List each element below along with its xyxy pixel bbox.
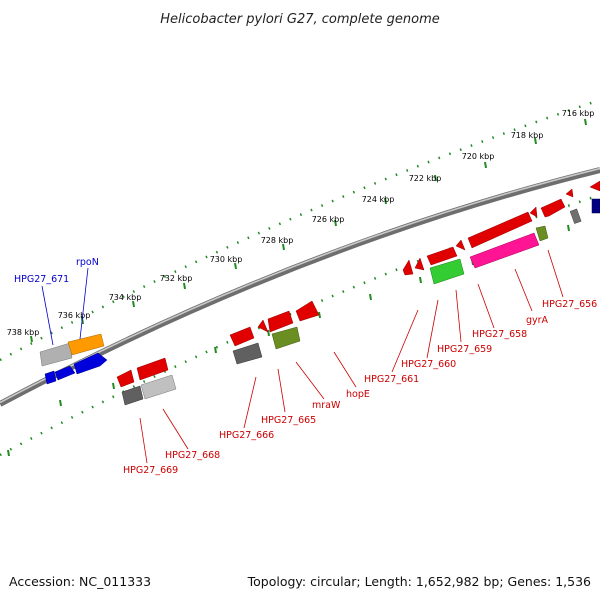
gene-arrow xyxy=(257,319,269,333)
gene-arrow xyxy=(229,326,255,347)
gene-labels-lower: HPG27_656 gyrA HPG27_658 HPG27_659 HPG27… xyxy=(123,299,597,476)
tick-label: 722 kbp xyxy=(409,174,442,183)
tick-label: 738 kbp xyxy=(7,328,40,337)
gene-arrow xyxy=(54,365,76,381)
gene-label: mraW xyxy=(312,400,341,411)
gene-labels-upper: HPG27_671 rpoN xyxy=(14,257,99,285)
gene-box xyxy=(271,326,301,350)
gene-arrow xyxy=(540,198,566,218)
gene-box xyxy=(569,208,582,224)
gene-label: HPG27_671 xyxy=(14,274,69,285)
gene-box xyxy=(469,232,540,269)
tick-label: 732 kbp xyxy=(160,274,193,283)
gene-arrow xyxy=(529,206,538,218)
genome-info-text: Topology: circular; Length: 1,652,982 bp… xyxy=(247,574,591,589)
gene-box xyxy=(429,258,465,285)
gene-arrow xyxy=(402,259,414,276)
gene-label: HPG27_656 xyxy=(542,299,597,310)
gene-arrow xyxy=(73,352,108,375)
gene-arrow xyxy=(565,188,574,198)
gene-label: hopE xyxy=(346,389,370,400)
tick-label: 736 kbp xyxy=(58,311,91,320)
gene-arrow xyxy=(295,300,320,322)
gene-label: HPG27_658 xyxy=(472,329,527,340)
tick-label: 734 kbp xyxy=(109,293,142,302)
gene-arrow xyxy=(455,239,466,251)
gene-box xyxy=(121,385,144,406)
gene-label: HPG27_661 xyxy=(364,374,419,385)
gene-label: HPG27_669 xyxy=(123,465,178,476)
gene-label: HPG27_668 xyxy=(165,450,220,461)
tick-label: 728 kbp xyxy=(261,236,294,245)
gene-box xyxy=(140,374,177,400)
tick-label: 720 kbp xyxy=(462,152,495,161)
lower-label-leaders xyxy=(139,249,564,464)
gene-label: HPG27_666 xyxy=(219,430,274,441)
gene-box xyxy=(39,342,73,367)
lower-strand-features xyxy=(44,198,600,406)
gene-arrow xyxy=(426,246,458,266)
tick-labels: 716 kbp 718 kbp 720 kbp 722 kbp 724 kbp … xyxy=(7,109,595,337)
gene-box xyxy=(67,333,105,356)
gene-label: rpoN xyxy=(76,257,99,268)
gene-arrow xyxy=(414,257,425,271)
gene-label: gyrA xyxy=(526,315,549,326)
tick-label: 726 kbp xyxy=(312,215,345,224)
gene-box xyxy=(591,198,600,214)
gene-arrow xyxy=(467,211,533,249)
accession-text: Accession: NC_011333 xyxy=(9,574,151,589)
gene-label: HPG27_659 xyxy=(437,344,492,355)
upper-label-leaders xyxy=(41,267,89,346)
gene-arrow xyxy=(116,369,135,388)
tick-label: 724 kbp xyxy=(362,195,395,204)
tick-label: 716 kbp xyxy=(562,109,595,118)
gene-label: HPG27_660 xyxy=(401,359,456,370)
gene-box xyxy=(535,225,549,242)
map-title: Helicobacter pylori G27, complete genome xyxy=(160,12,439,27)
gene-arrow xyxy=(136,357,169,381)
gene-arrow xyxy=(267,310,294,333)
gene-arrow xyxy=(44,370,57,385)
gene-box xyxy=(232,342,263,365)
tick-label: 730 kbp xyxy=(210,255,243,264)
gene-arrow xyxy=(589,180,600,192)
upper-strand-features xyxy=(39,180,600,388)
gene-label: HPG27_665 xyxy=(261,415,316,426)
tick-label: 718 kbp xyxy=(511,131,544,140)
